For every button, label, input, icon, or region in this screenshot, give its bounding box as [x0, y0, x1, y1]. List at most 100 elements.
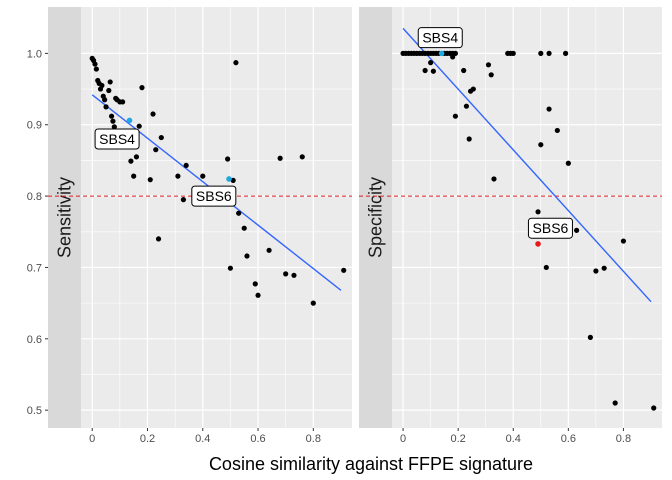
facet-strip-label: Sensitivity: [55, 177, 75, 258]
y-tick-label: 0.5: [27, 405, 42, 417]
data-point: [133, 154, 140, 160]
data-point: [225, 156, 231, 162]
data-point: [601, 265, 607, 271]
y-tick-label: 0.7: [27, 262, 42, 274]
data-point: [155, 236, 162, 242]
data-point: [546, 50, 552, 56]
annotation-label: SBS4: [422, 30, 458, 46]
x-tick-label: 0.8: [616, 433, 631, 445]
data-point: [310, 300, 316, 306]
annotation-label: SBS6: [196, 188, 232, 204]
data-point: [139, 85, 145, 91]
data-point: [485, 62, 492, 68]
x-tick-label: 0.8: [306, 433, 321, 445]
data-point: [461, 67, 467, 74]
data-point: [236, 210, 242, 216]
data-point: [200, 173, 206, 179]
data-point: [565, 160, 571, 166]
data-point: [510, 50, 516, 56]
panel-sensitivity: Sensitivity SBS4 SBS6 0 0.2 0.4 0.6 0.8: [48, 7, 352, 445]
data-point: [128, 158, 134, 164]
data-point: [491, 176, 497, 182]
data-point: [233, 60, 239, 66]
data-point: [422, 67, 428, 74]
data-point: [452, 113, 459, 119]
data-point: [150, 111, 156, 117]
highlight-point-sbs6: [226, 176, 232, 182]
data-point: [463, 103, 470, 109]
data-point: [180, 197, 187, 203]
data-point: [538, 142, 544, 148]
facet-strip-label: Specificity: [366, 177, 386, 258]
y-axis-ticks: 0.5 0.6 0.7 0.8 0.9 1.0: [27, 48, 48, 417]
data-point: [651, 405, 657, 411]
data-point: [283, 271, 289, 277]
data-point: [554, 127, 560, 134]
data-point: [120, 99, 126, 105]
data-point: [241, 225, 247, 231]
data-point: [244, 253, 250, 259]
data-point: [546, 106, 552, 112]
data-point: [620, 238, 627, 244]
data-point: [92, 61, 98, 67]
data-point: [488, 72, 494, 78]
data-point: [428, 60, 434, 66]
data-point: [153, 147, 159, 153]
x-tick-label: 0.6: [561, 433, 576, 445]
data-point: [535, 209, 541, 215]
annotation-box: [417, 27, 463, 49]
data-point: [106, 87, 112, 94]
data-point: [175, 173, 181, 179]
data-point: [574, 227, 580, 233]
data-point: [102, 97, 108, 103]
y-tick-label: 0.6: [27, 334, 42, 346]
panel-specificity: Specificity SBS4 SBS6 0 0.2 0.4 0.6 0.8: [359, 7, 662, 445]
highlight-point-sbs4: [126, 117, 133, 124]
facet-strip: [359, 7, 392, 428]
data-point: [538, 50, 544, 56]
data-point: [587, 334, 593, 340]
x-tick-label: 0: [400, 433, 406, 445]
data-point: [108, 113, 115, 119]
data-point: [299, 154, 305, 160]
y-tick-label: 1.0: [27, 48, 42, 60]
annotation-box: [527, 217, 573, 239]
data-point: [107, 79, 113, 85]
data-point: [110, 118, 116, 124]
data-point: [255, 292, 261, 298]
data-point: [291, 272, 297, 278]
data-point: [466, 136, 472, 142]
data-point: [103, 104, 109, 110]
data-point: [612, 400, 618, 406]
data-point: [430, 68, 436, 74]
data-point: [183, 162, 189, 169]
highlight-point-sbs6: [535, 241, 541, 247]
trend-line: [402, 27, 652, 303]
data-point: [543, 264, 549, 271]
annotation-label: SBS4: [99, 131, 135, 147]
data-point: [131, 173, 137, 179]
panel-background: [359, 7, 662, 428]
data-point: [341, 267, 347, 273]
data-point: [562, 50, 569, 56]
data-point: [136, 123, 142, 129]
annotation-label: SBS6: [533, 220, 569, 236]
x-tick-label: 0.4: [195, 433, 210, 445]
data-point: [111, 124, 117, 130]
x-tick-label: 0.2: [140, 433, 155, 445]
x-tick-label: 0.2: [451, 433, 466, 445]
annotation-box: [191, 185, 237, 207]
annotation-box: [94, 128, 140, 150]
data-point: [470, 86, 476, 92]
x-tick-label: 0.4: [506, 433, 521, 445]
x-tick-label: 0.6: [250, 433, 265, 445]
data-point: [252, 281, 258, 287]
data-point: [230, 177, 236, 183]
panel-background: [48, 7, 352, 428]
data-point: [93, 66, 99, 72]
data-point: [593, 268, 599, 274]
data-point: [266, 247, 272, 253]
x-tick-label: 0: [89, 433, 95, 445]
data-point: [450, 54, 456, 60]
